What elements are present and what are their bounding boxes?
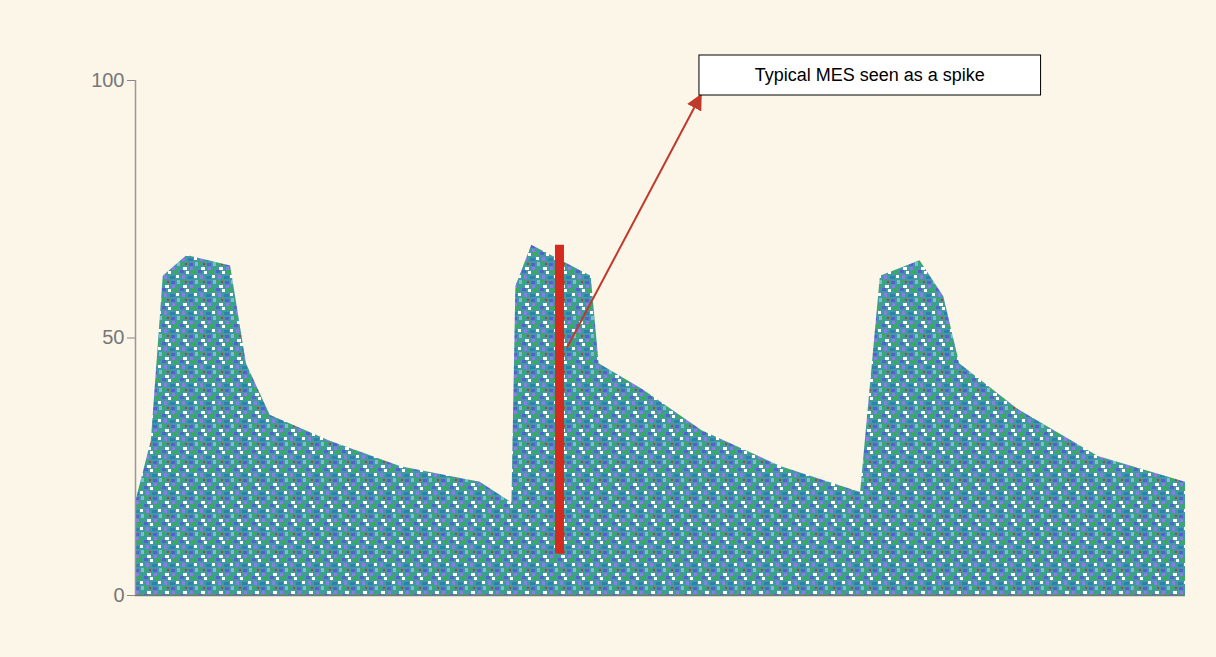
svg-text:50: 50 bbox=[102, 326, 124, 348]
svg-text:0: 0 bbox=[113, 584, 124, 606]
svg-text:100: 100 bbox=[91, 69, 124, 91]
svg-text:Typical MES seen as a spike: Typical MES seen as a spike bbox=[755, 65, 985, 85]
